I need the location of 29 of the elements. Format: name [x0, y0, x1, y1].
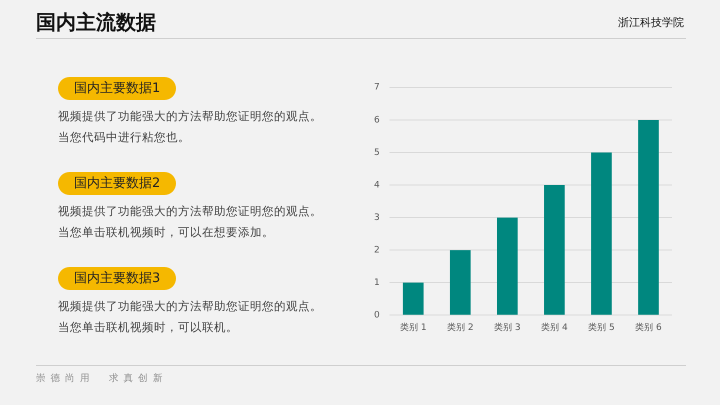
y-tick-label: 2: [374, 245, 380, 256]
x-tick-label: 类别 5: [588, 322, 615, 333]
bar: [638, 120, 659, 315]
text: 视频提供了功能强大的方法帮助您证明您的观点。当您代码中进行粘您也。: [58, 108, 323, 146]
y-tick-label: 5: [374, 148, 380, 158]
y-tick-label: 6: [374, 115, 380, 126]
y-tick-label: 3: [374, 212, 380, 223]
y-tick-label: 1: [374, 278, 380, 288]
bar: [544, 185, 565, 315]
bar: [591, 152, 612, 315]
text: 视频提供了功能强大的方法帮助您证明您的观点。当您单击联机视频时，可以联机。: [58, 298, 323, 336]
x-tick-label: 类别 2: [447, 322, 474, 333]
text: 崇德尚用 求真创新: [36, 373, 168, 385]
text: 国内主流数据: [36, 9, 156, 35]
text: 浙江科技学院: [618, 16, 684, 30]
y-tick-label: 0: [374, 310, 380, 321]
bar: [402, 282, 424, 315]
x-tick-label: 类别 6: [635, 322, 662, 333]
y-tick-label: 7: [374, 82, 380, 93]
pill-badge: 国内主要数据3: [58, 267, 176, 290]
pill-badge: 国内主要数据2: [58, 172, 176, 195]
text: 视频提供了功能强大的方法帮助您证明您的观点。当您单击联机视频时，可以在想要添加。: [58, 203, 323, 241]
pill-badge: 国内主要数据1: [58, 77, 176, 100]
y-tick-label: 4: [374, 180, 380, 190]
bar: [450, 250, 471, 315]
bar: [496, 218, 518, 315]
x-tick-label: 类别 1: [400, 322, 427, 333]
x-tick-label: 类别 4: [541, 322, 568, 333]
x-tick-label: 类别 3: [494, 322, 521, 333]
